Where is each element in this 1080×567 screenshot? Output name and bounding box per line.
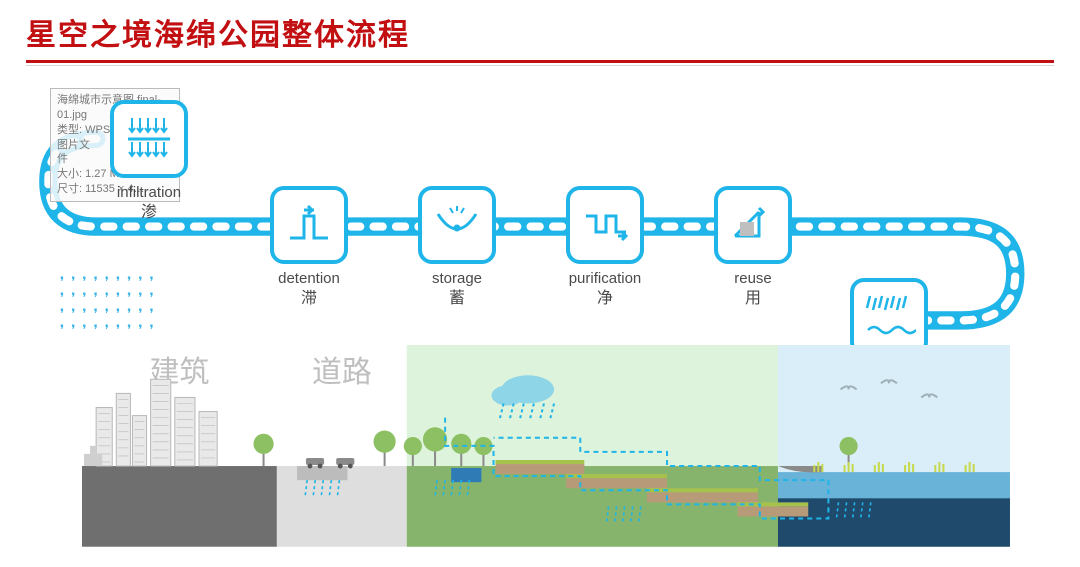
- node-label-detention: detention滞: [249, 270, 369, 309]
- node-infiltration: [110, 100, 188, 178]
- section-svg: [82, 345, 1010, 547]
- node-detention: [270, 186, 348, 264]
- node-label-purification: purification净: [545, 270, 665, 309]
- title-underline-thin: [26, 65, 1054, 66]
- node-label-reuse: reuse用: [693, 270, 813, 309]
- tooltip-l4: 件: [57, 153, 68, 165]
- node-purification: [566, 186, 644, 264]
- tooltip-l2: 01.jpg: [57, 109, 87, 121]
- node-storage: [418, 186, 496, 264]
- cross-section: 建筑道路公园河道: [82, 345, 1010, 545]
- page-title: 星空之境海绵公园整体流程: [0, 0, 1080, 60]
- node-label-storage: storage蓄: [397, 270, 517, 309]
- title-underline: [26, 60, 1054, 63]
- node-label-infiltration: infiltration渗: [89, 184, 209, 223]
- flow-diagram: 海绵城市示意图 final- 01.jpg 类型: WPS看图 JPEG 图片文…: [30, 94, 1050, 354]
- node-reuse: [714, 186, 792, 264]
- rain-pattern: ❜❜❜❜❜❜❜❜❜❜❜❜❜❜❜❜❜❜❜❜❜❜❜❜❜❜❜❜❜❜❜❜❜❜❜❜: [60, 274, 161, 338]
